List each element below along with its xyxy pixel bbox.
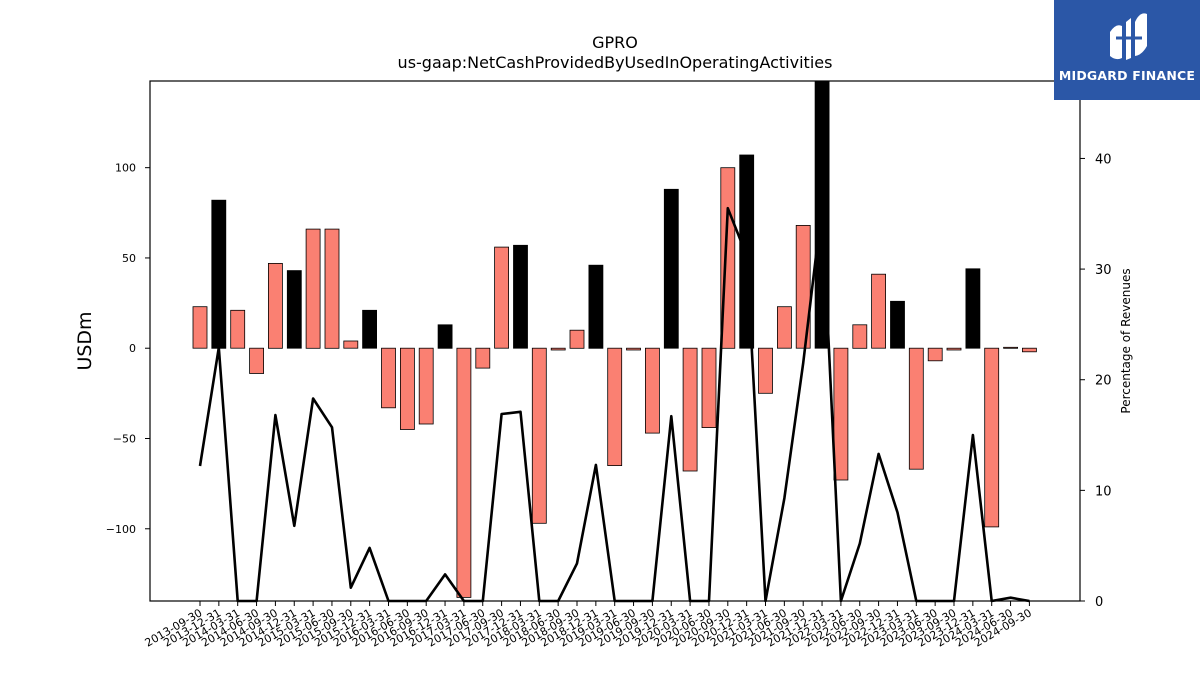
bar-2014-12-31 (286, 270, 302, 349)
left-tick-label: 0 (129, 342, 136, 355)
bar-2022-06-30 (852, 324, 868, 349)
bar-2018-06-30 (550, 347, 566, 351)
bar-2017-12-31 (513, 244, 528, 349)
bar-2020-03-31 (682, 347, 698, 472)
bar-2021-06-30 (777, 306, 792, 349)
bar-2015-06-30 (324, 228, 340, 349)
plot-frame (149, 80, 1081, 602)
bar-2016-12-31 (437, 324, 453, 349)
left-tick-label: −50 (113, 433, 136, 446)
left-tick-label: 100 (115, 162, 136, 175)
right-tick-label: 30 (1095, 263, 1112, 278)
logo-name: MIDGARD FINANCE (1058, 68, 1196, 83)
bar-2016-03-31 (381, 347, 396, 409)
bar-2015-12-31 (362, 309, 378, 349)
bar-2015-09-30 (343, 340, 359, 349)
right-tick-label: 40 (1095, 152, 1112, 167)
bar-2018-03-31 (531, 347, 547, 524)
bar-2024-06-30 (1003, 346, 1018, 349)
bar-2019-03-31 (607, 347, 623, 467)
left-tick-label: −100 (106, 523, 136, 536)
bar-2023-06-30 (927, 347, 943, 362)
bar-2022-12-31 (890, 300, 905, 349)
right-tick-label: 10 (1095, 484, 1112, 499)
bar-2016-06-30 (399, 347, 415, 430)
bar-2014-03-31 (230, 309, 246, 349)
bar-2017-03-31 (456, 347, 472, 598)
x-axis-ticks: 2013-09-302013-12-312014-03-312014-06-30… (143, 601, 1034, 650)
bar-2021-03-31 (758, 347, 773, 394)
midgard-logo-icon (1110, 13, 1147, 60)
bar-2021-09-30 (795, 224, 811, 349)
y-axis-label: USDm (74, 311, 96, 370)
bar-2014-06-30 (249, 347, 265, 374)
bar-2019-09-30 (645, 347, 660, 434)
bar-2023-03-31 (908, 347, 924, 470)
bar-2019-12-31 (663, 188, 679, 349)
bar-2020-06-30 (701, 347, 717, 429)
bar-2017-09-30 (494, 246, 510, 349)
bar-2017-06-30 (475, 347, 491, 369)
bar-2020-12-31 (739, 154, 755, 349)
bar-2024-09-30 (1022, 347, 1037, 353)
bar-2014-09-30 (267, 262, 283, 349)
bar-2016-09-30 (418, 347, 434, 425)
bar-2013-12-31 (211, 199, 227, 349)
bar-2019-06-30 (626, 347, 641, 351)
bar-2024-03-31 (984, 347, 1000, 528)
midgard-finance-logo: MIDGARD FINANCE (1054, 0, 1200, 100)
right-axis-ticks: 0 10 20 30 40 (1080, 152, 1112, 610)
bar-2023-09-30 (946, 347, 962, 351)
bar-2022-09-30 (871, 273, 886, 349)
right-axis-label: Percentage of Revenues (1119, 268, 1133, 413)
bars-layer (192, 80, 1037, 598)
chart-subtitle: us-gaap:NetCashProvidedByUsedInOperating… (398, 53, 833, 72)
bar-2015-03-31 (305, 228, 321, 349)
bar-2018-12-31 (588, 264, 604, 349)
left-axis-ticks: −100 −50 0 50 100 (106, 162, 150, 536)
bar-2023-12-31 (965, 268, 981, 349)
chart-title: GPRO (592, 33, 638, 52)
bar-2013-09-30 (192, 306, 208, 349)
bar-2022-03-31 (833, 347, 849, 481)
left-tick-label: 50 (122, 252, 136, 265)
right-tick-label: 0 (1095, 595, 1103, 610)
right-tick-label: 20 (1095, 374, 1112, 389)
bar-2018-09-30 (569, 329, 585, 349)
